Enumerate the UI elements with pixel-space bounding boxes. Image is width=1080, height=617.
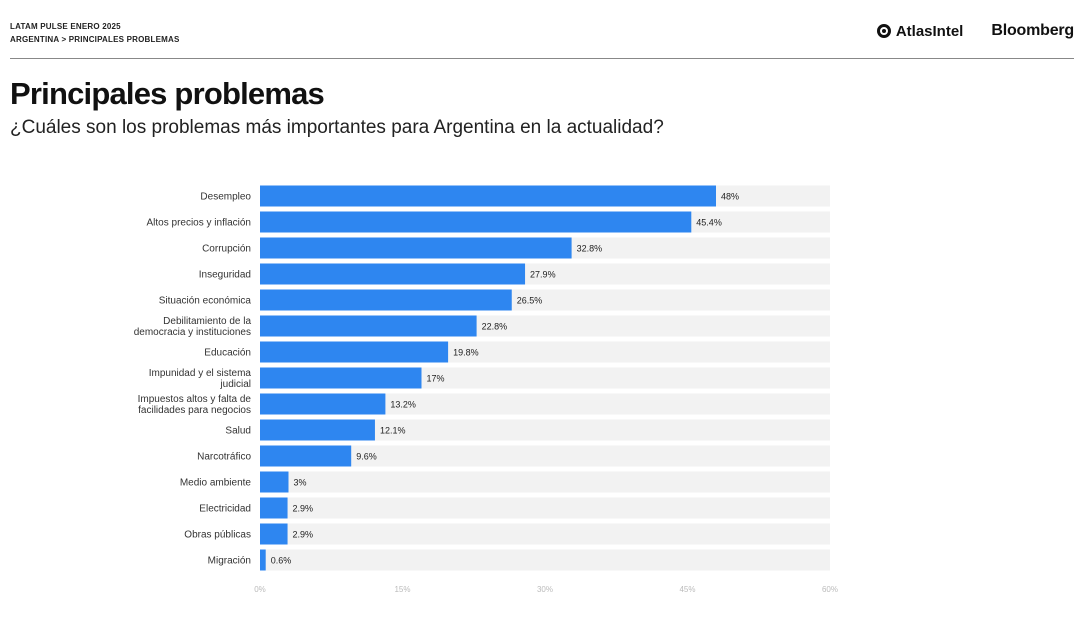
category-label: Educación [204, 348, 251, 359]
category-label: Impunidad y el sistema judicial [149, 368, 252, 390]
data-label: 0.6% [271, 556, 292, 566]
bar [260, 549, 266, 571]
category-label: Medio ambiente [180, 478, 252, 489]
data-label: 9.6% [356, 452, 377, 462]
category-label: Obras públicas [184, 530, 251, 541]
bar [260, 393, 386, 415]
chart-subtitle: ¿Cuáles son los problemas más importante… [10, 117, 664, 138]
data-label: 2.9% [293, 530, 314, 540]
category-label: Altos precios y inflación [147, 218, 252, 229]
category-label: Desempleo [200, 192, 251, 203]
bar [260, 445, 352, 467]
bloomberg-logo: Bloomberg [991, 22, 1074, 39]
bar-track [260, 393, 830, 415]
bar [260, 419, 375, 441]
category-label: Situación económica [159, 296, 252, 307]
bar-track [260, 497, 830, 519]
bar-track [260, 445, 830, 467]
bar-track [260, 523, 830, 545]
header-divider [10, 58, 1074, 59]
data-label: 22.8% [482, 322, 508, 332]
x-tick-label: 15% [394, 585, 410, 594]
data-label: 32.8% [577, 244, 603, 254]
bar [260, 211, 692, 233]
data-label: 13.2% [390, 400, 416, 410]
data-label: 2.9% [293, 504, 314, 514]
x-tick-label: 60% [822, 585, 838, 594]
report-kicker: LATAM PULSE ENERO 2025 [10, 22, 121, 31]
category-label: Debilitamiento de la democracia y institu… [134, 316, 252, 338]
bar [260, 523, 288, 545]
category-label: Electricidad [199, 504, 251, 515]
category-label: Salud [225, 426, 251, 437]
data-label: 27.9% [530, 270, 556, 280]
atlasintel-mark-icon [876, 24, 891, 38]
bar-track [260, 419, 830, 441]
category-label: Corrupción [202, 244, 251, 255]
data-label: 48% [721, 192, 739, 202]
data-label: 19.8% [453, 348, 479, 358]
chart-title: Principales problemas [10, 76, 325, 111]
data-label: 45.4% [696, 218, 722, 228]
bar [260, 237, 572, 259]
category-label: Impuestos altos y falta de facilidades pa… [138, 394, 252, 416]
atlasintel-logo: AtlasIntel [876, 22, 964, 40]
category-label: Inseguridad [199, 270, 251, 281]
bar [260, 289, 512, 311]
x-tick-label: 0% [254, 585, 266, 594]
category-label: Narcotráfico [197, 452, 251, 463]
data-label: 17% [427, 374, 445, 384]
brand-logos: AtlasIntel Bloomberg [876, 22, 1074, 40]
bar [260, 497, 288, 519]
atlasintel-wordmark: AtlasIntel [895, 22, 964, 40]
bar [260, 471, 289, 493]
bar [260, 185, 716, 207]
bar-track [260, 471, 830, 493]
data-label: 26.5% [517, 296, 543, 306]
x-tick-label: 45% [679, 585, 695, 594]
bar [260, 315, 477, 337]
data-label: 12.1% [380, 426, 406, 436]
report-header: LATAM PULSE ENERO 2025 ARGENTINA > PRINC… [10, 20, 1074, 56]
x-tick-label: 30% [537, 585, 553, 594]
data-label: 3% [294, 478, 307, 488]
breadcrumb: ARGENTINA > PRINCIPALES PROBLEMAS [10, 35, 180, 44]
bar-track [260, 549, 830, 571]
category-label: Migración [208, 556, 251, 567]
bar [260, 263, 526, 285]
bar [260, 367, 422, 389]
bar [260, 341, 449, 363]
